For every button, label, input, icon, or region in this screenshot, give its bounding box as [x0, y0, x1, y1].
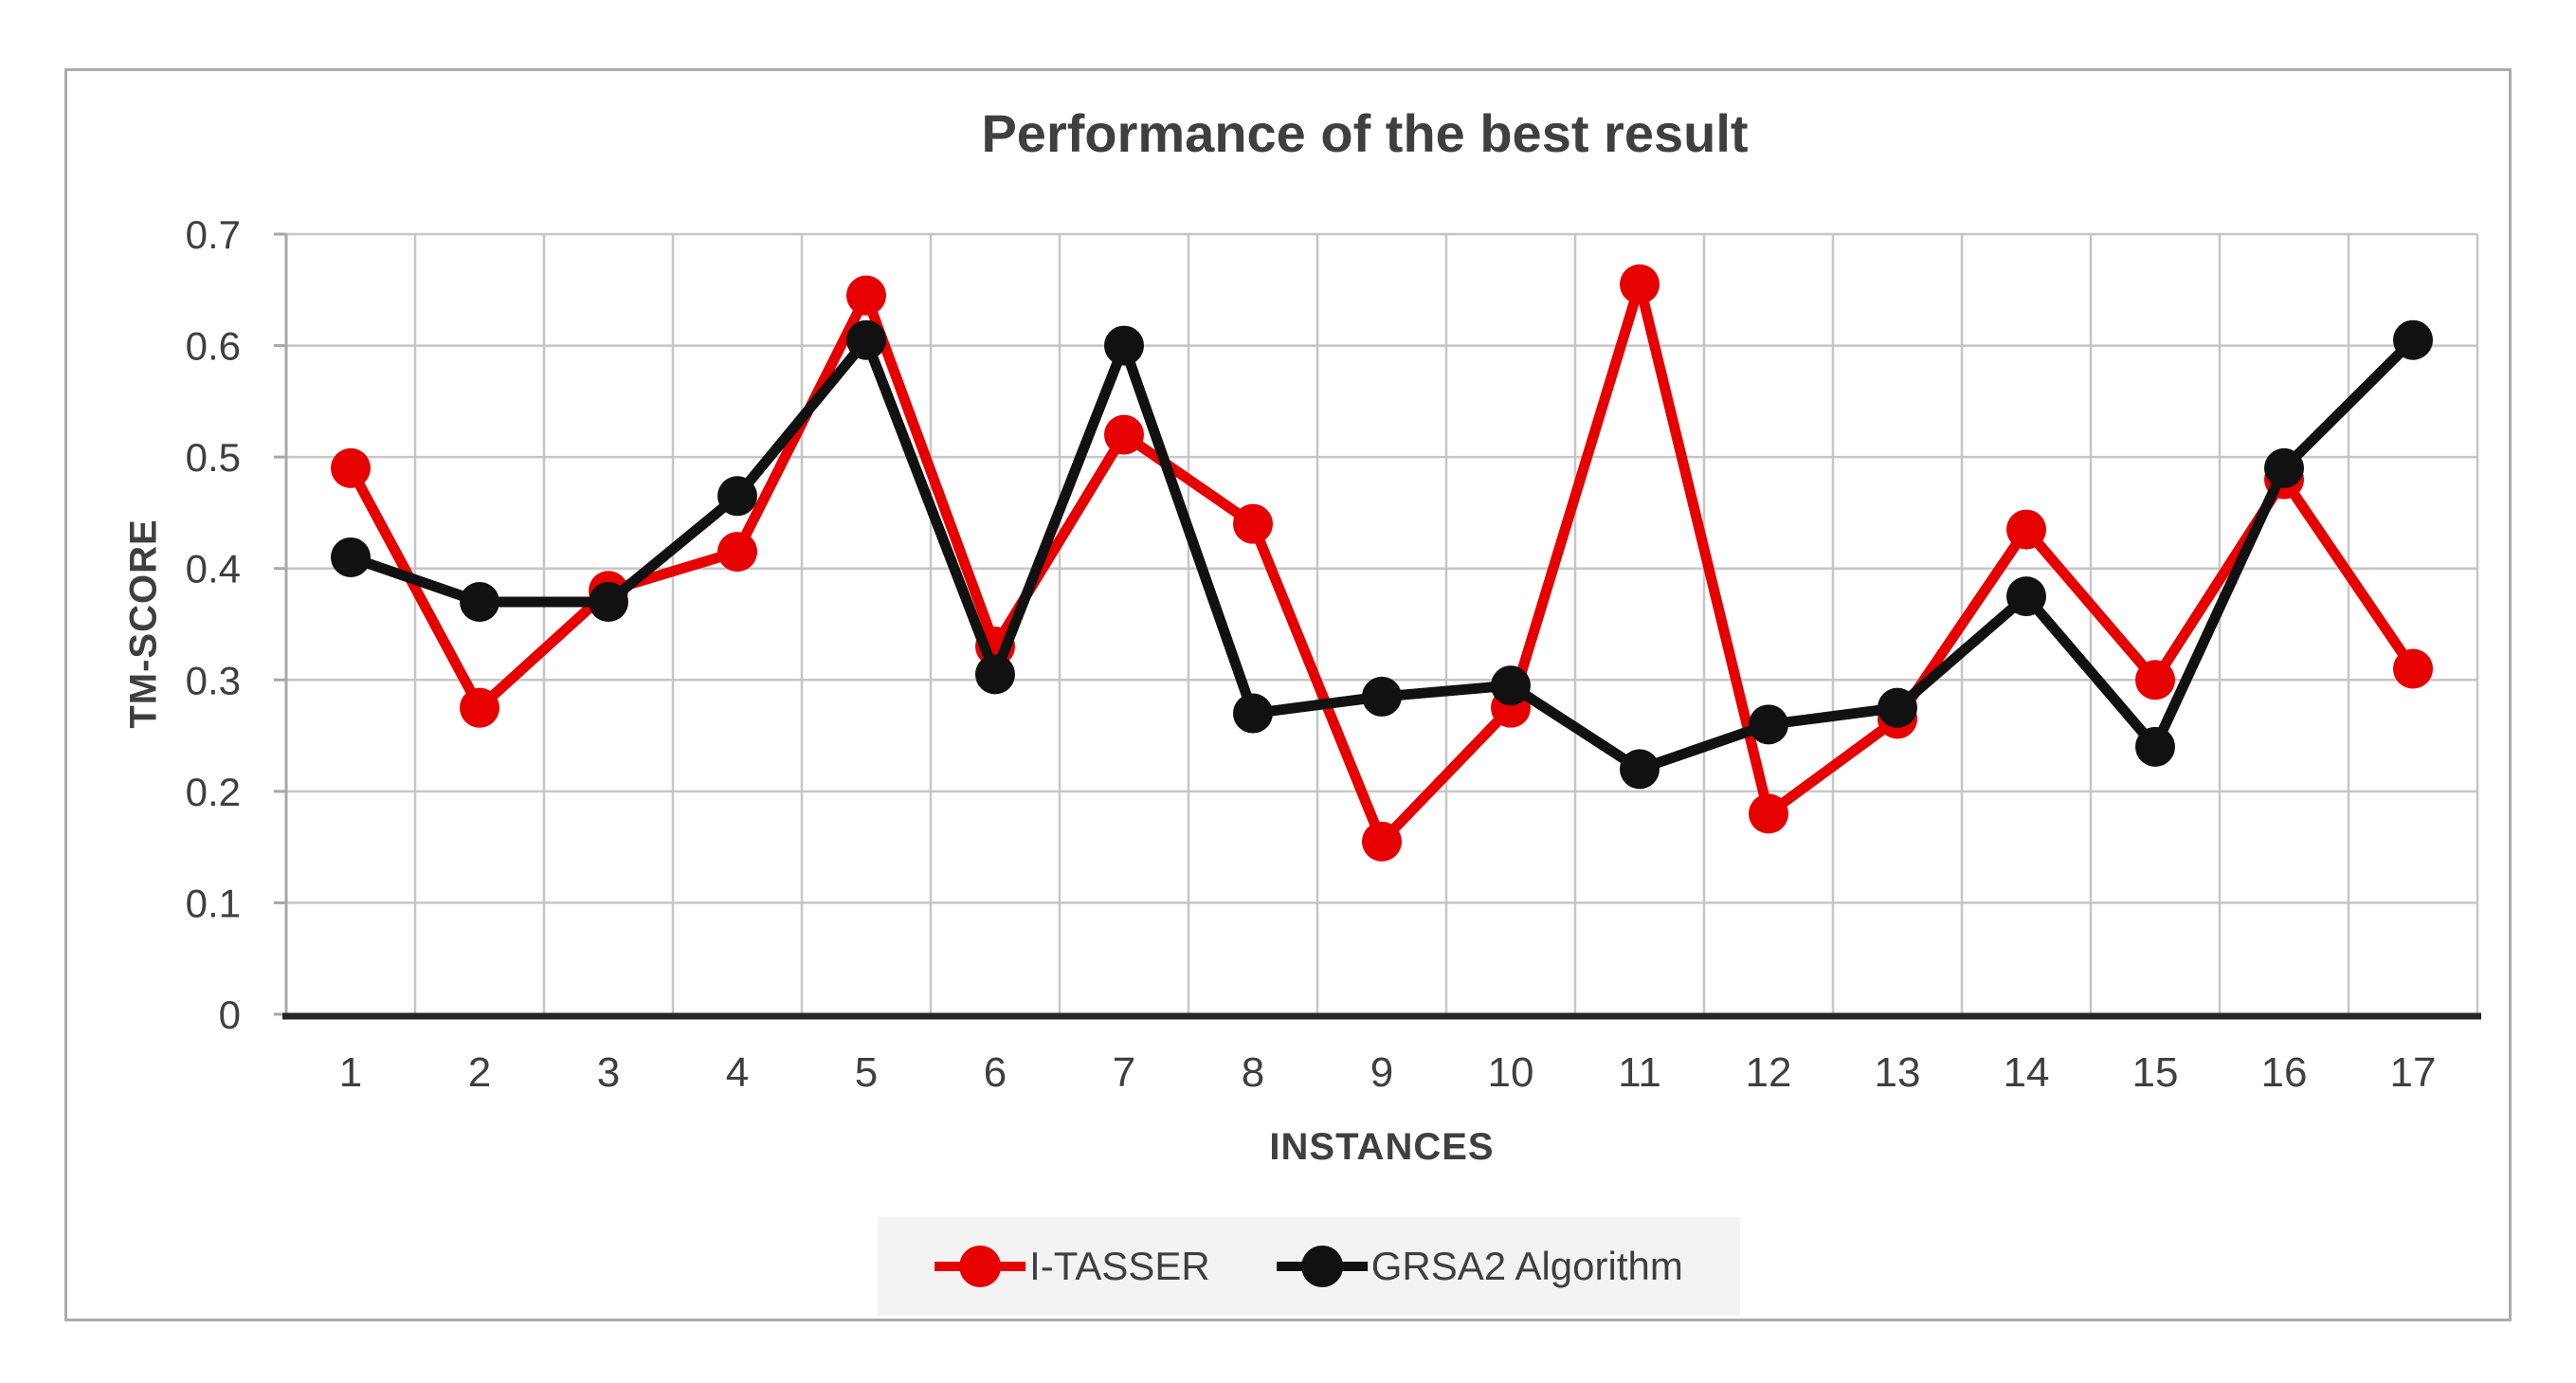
data-point-grsa2-algorithm-6	[975, 654, 1015, 695]
data-point-i-tasser-12	[1749, 793, 1788, 834]
x-tick-label: 5	[855, 1049, 878, 1096]
x-tick-label: 6	[984, 1049, 1007, 1096]
data-point-i-tasser-14	[2006, 509, 2046, 550]
legend-item-grsa2: GRSA2 Algorithm	[1276, 1244, 1683, 1289]
data-point-grsa2-algorithm-3	[589, 581, 628, 622]
x-tick-label: 11	[1618, 1049, 1661, 1096]
x-axis-title: INSTANCES	[1269, 1126, 1495, 1168]
data-point-i-tasser-5	[846, 275, 886, 316]
data-point-grsa2-algorithm-10	[1491, 665, 1531, 706]
y-tick-label: 0.1	[186, 881, 241, 925]
data-point-i-tasser-2	[460, 687, 499, 728]
data-point-grsa2-algorithm-12	[1749, 704, 1788, 745]
y-tick-label: 0	[219, 992, 241, 1037]
x-tick-label: 16	[2261, 1049, 2308, 1096]
x-tick-label: 10	[1488, 1049, 1534, 1096]
data-point-grsa2-algorithm-5	[846, 319, 886, 360]
data-point-grsa2-algorithm-4	[717, 476, 757, 517]
chart-title: Performance of the best result	[981, 103, 1749, 163]
data-point-grsa2-algorithm-14	[2006, 576, 2046, 617]
data-point-i-tasser-15	[2135, 660, 2175, 701]
data-point-i-tasser-1	[331, 447, 371, 488]
data-point-grsa2-algorithm-11	[1620, 749, 1660, 790]
x-tick-label: 15	[2132, 1049, 2179, 1096]
x-tick-label: 8	[1242, 1049, 1264, 1096]
legend-item-i-tasser: I-TASSER	[934, 1244, 1210, 1289]
legend-dot-icon	[959, 1246, 1002, 1287]
x-tick-label: 3	[597, 1049, 620, 1096]
data-point-i-tasser-8	[1233, 503, 1273, 544]
data-point-i-tasser-9	[1362, 821, 1402, 862]
data-point-i-tasser-11	[1620, 264, 1660, 304]
series-layer	[331, 264, 2433, 862]
data-point-grsa2-algorithm-8	[1233, 693, 1273, 734]
axis-layer	[274, 232, 2481, 1020]
data-point-grsa2-algorithm-7	[1104, 325, 1144, 366]
data-point-grsa2-algorithm-2	[460, 581, 499, 622]
x-tick-label: 1	[339, 1049, 362, 1096]
legend-marker-i-tasser-icon	[934, 1245, 1026, 1288]
data-point-grsa2-algorithm-1	[331, 537, 371, 577]
legend: I-TASSER GRSA2 Algorithm	[878, 1217, 1740, 1316]
x-tick-label: 14	[2004, 1049, 2050, 1096]
y-tick-label: 0.6	[186, 324, 241, 369]
data-point-grsa2-algorithm-15	[2135, 726, 2175, 767]
legend-label-i-tasser: I-TASSER	[1029, 1244, 1210, 1288]
legend-dot-icon	[1300, 1246, 1343, 1287]
y-tick-label: 0.7	[186, 212, 241, 257]
label-layer: 00.10.20.30.40.50.60.71 2 3 4 5 6 7 8 9 10 11 12 13 1…	[186, 212, 2437, 1096]
x-tick-label: 13	[1875, 1049, 1921, 1096]
y-tick-label: 0.3	[186, 658, 241, 702]
data-point-i-tasser-7	[1104, 414, 1144, 455]
y-axis-title: TM-SCORE	[122, 519, 165, 729]
grid-layer	[284, 232, 2479, 1016]
data-point-grsa2-algorithm-13	[1878, 687, 1917, 728]
x-tick-label: 12	[1746, 1049, 1792, 1096]
data-point-i-tasser-17	[2393, 648, 2433, 689]
y-tick-label: 0.5	[186, 435, 241, 480]
y-tick-label: 0.4	[186, 547, 241, 591]
data-point-grsa2-algorithm-9	[1362, 676, 1402, 717]
x-tick-label: 2	[468, 1049, 491, 1096]
data-point-grsa2-algorithm-17	[2393, 319, 2433, 360]
x-tick-label: 4	[726, 1049, 749, 1096]
x-tick-label: 7	[1113, 1049, 1135, 1096]
y-tick-label: 0.2	[186, 770, 241, 814]
legend-marker-grsa2-icon	[1276, 1245, 1368, 1288]
x-tick-label: 17	[2390, 1049, 2437, 1096]
legend-label-grsa2: GRSA2 Algorithm	[1370, 1244, 1683, 1288]
data-point-grsa2-algorithm-16	[2264, 447, 2304, 488]
data-point-i-tasser-4	[717, 532, 757, 573]
x-tick-label: 9	[1370, 1049, 1393, 1096]
